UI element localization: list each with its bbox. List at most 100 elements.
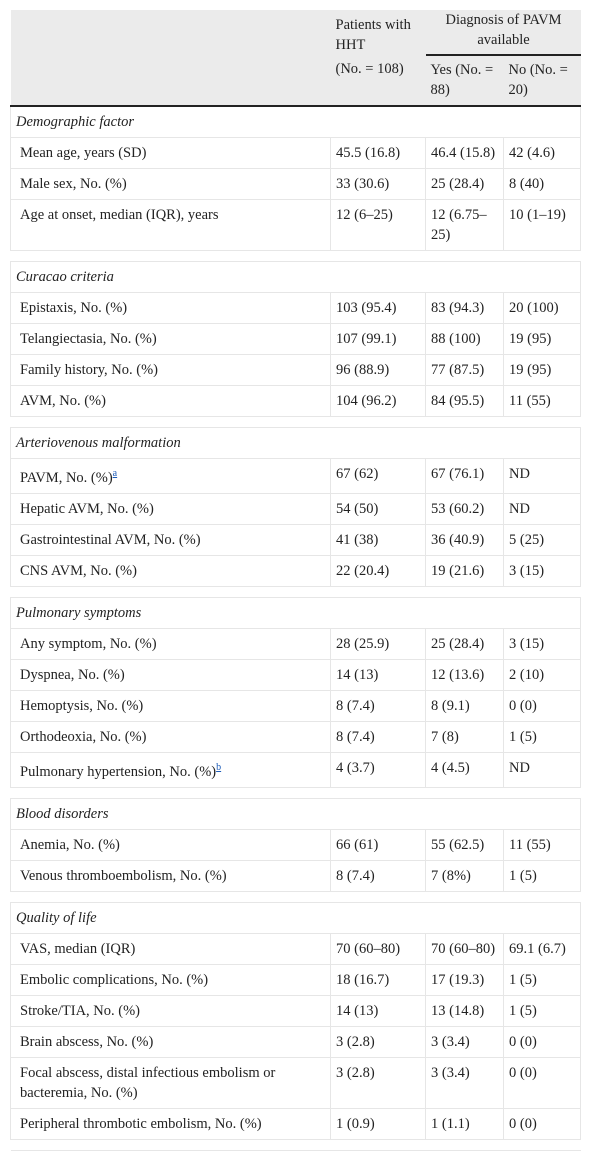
data-row: Pulmonary hypertension, No. (%)b 4 (3.7) 4… [10,751,582,788]
row-label: Stroke/TIA, No. (%) [20,1002,141,1019]
value-cell: 14 (13) [330,994,426,1027]
row-label: Age at onset, median (IQR), years [20,207,219,223]
spacer-row [10,786,581,799]
value-cell: 70 (60–80) [330,932,426,965]
row-label: Anemia, No. (%) [20,836,120,853]
data-row: VAS, median (IQR) 70 (60–80) 70 (60–80) 69.… [10,932,582,965]
value-cell: 25 (28.4) [425,627,504,660]
value-cell: 0 (0) [502,1056,582,1109]
row-label: Pulmonary hypertension, No. (%) [20,763,217,780]
spacer [10,890,581,903]
row-label: AVM, No. (%) [20,393,106,409]
value-cell: 13 (14.8) [425,994,504,1027]
value-cell: 0 (0) [502,689,582,722]
value-cell: 0 (0) [502,1025,582,1058]
footnote-link[interactable]: b [216,761,222,773]
value-cell: 1 (5) [502,859,582,892]
data-row: Focal abscess, distal infectious embolis… [10,1056,582,1109]
value-cell: 3 (3.4) [425,1025,504,1058]
value-cell: 8 (7.4) [330,689,426,722]
spacer [10,786,581,799]
section-title: Demographic factor [9,105,582,138]
data-row: Gastrointestinal AVM, No. (%) 41 (38) 36 (… [10,523,582,556]
section-row: Pulmonary symptoms [9,596,582,629]
value-cell: 41 (38) [330,523,426,556]
value-cell: 20 (100) [502,292,582,324]
data-row: PAVM, No. (%)a 67 (62) 67 (76.1) ND [10,458,582,494]
row-label-cell: VAS, median (IQR) [10,932,331,965]
table-header: Patients with HHT Diagnosis of PAVM avai… [10,10,581,107]
row-label: Embolic complications, No. (%) [20,971,209,988]
table-body: Demographic factor Mean age, years (SD) 45… [9,105,582,1151]
section-row: Arteriovenous malformation [9,427,582,459]
value-cell: 69.1 (6.7) [502,932,582,965]
row-label-cell: Brain abscess, No. (%) [10,1025,331,1058]
spacer-row [10,890,581,903]
data-row: Any symptom, No. (%) 28 (25.9) 25 (28.4) 3 … [10,627,582,660]
row-label-cell: Family history, No. (%) [10,354,331,386]
value-cell: 0 (0) [502,1107,582,1140]
row-label: Gastrointestinal AVM, No. (%) [20,531,201,548]
data-row: Age at onset, median (IQR), years 12 (6–2… [10,199,582,251]
value-cell: 55 (62.5) [425,828,504,861]
data-row: Mean age, years (SD) 45.5 (16.8) 46.4 (15.… [10,137,582,169]
row-label-cell: Peripheral thrombotic embolism, No. (%) [10,1107,331,1140]
row-label: PAVM, No. (%) [20,469,113,486]
row-label-cell: Focal abscess, distal infectious embolis… [10,1056,331,1109]
value-cell: 19 (95) [502,323,582,355]
section-title: Quality of life [9,901,582,934]
data-row: Epistaxis, No. (%) 103 (95.4) 83 (94.3) 20 … [10,292,582,324]
footnote-mark: b [216,762,221,773]
value-cell: 1 (5) [502,994,582,1027]
row-label: Focal abscess, distal infectious embolis… [20,1064,276,1101]
row-label-cell: Anemia, No. (%) [10,828,331,861]
data-row: Male sex, No. (%) 33 (30.6) 25 (28.4) 8 (40… [10,168,582,200]
blank-header [10,55,331,107]
value-cell: 77 (87.5) [425,354,504,386]
spacer-row [10,416,581,428]
row-label-cell: Epistaxis, No. (%) [10,292,331,324]
value-cell: 1 (1.1) [425,1107,504,1140]
value-cell: 96 (88.9) [330,354,426,386]
footnote-link[interactable]: a [112,468,118,479]
header-cell: Yes (No. = 88) [425,55,504,107]
row-label-cell: Gastrointestinal AVM, No. (%) [10,523,331,556]
row-label-cell: Dyspnea, No. (%) [10,658,331,691]
spacer-row [10,1138,581,1151]
value-cell: 103 (95.4) [330,292,426,324]
section-title: Curacao criteria [9,261,582,293]
row-label: Epistaxis, No. (%) [20,300,128,316]
value-cell: 1 (5) [502,963,582,996]
value-cell: 12 (6–25) [330,199,426,251]
data-row: Family history, No. (%) 96 (88.9) 77 (87.5… [10,354,582,386]
row-label: Brain abscess, No. (%) [20,1033,154,1050]
row-label: Male sex, No. (%) [20,176,127,192]
value-cell: 1 (0.9) [330,1107,426,1140]
data-row: Hepatic AVM, No. (%) 54 (50) 53 (60.2) ND [10,492,582,525]
row-label: Orthodeoxia, No. (%) [20,728,147,745]
value-cell: 36 (40.9) [425,523,504,556]
spacer [10,585,581,598]
row-label-cell: Orthodeoxia, No. (%) [10,720,331,753]
value-cell: 11 (55) [502,828,582,861]
value-cell: 42 (4.6) [502,137,582,169]
value-cell: 25 (28.4) [425,168,504,200]
value-cell: 33 (30.6) [330,168,426,200]
row-label-cell: Stroke/TIA, No. (%) [10,994,331,1027]
value-cell: 1 (5) [502,720,582,753]
data-row: Anemia, No. (%) 66 (61) 55 (62.5) 11 (55) [10,828,582,861]
value-cell: 54 (50) [330,492,426,525]
value-cell: 46.4 (15.8) [425,137,504,169]
spacer-row [10,585,581,598]
value-cell: 10 (1–19) [502,199,582,251]
row-label-cell: PAVM, No. (%)a [10,458,331,494]
value-cell: 5 (25) [502,523,582,556]
value-cell: 8 (7.4) [330,720,426,753]
value-cell: 17 (19.3) [425,963,504,996]
value-cell: 4 (4.5) [425,751,504,788]
value-cell: 19 (21.6) [425,554,504,587]
value-cell: 3 (15) [502,627,582,660]
row-label: Any symptom, No. (%) [20,635,157,652]
header-text: Patients with HHT [335,17,411,53]
value-cell: 3 (2.8) [330,1056,426,1109]
